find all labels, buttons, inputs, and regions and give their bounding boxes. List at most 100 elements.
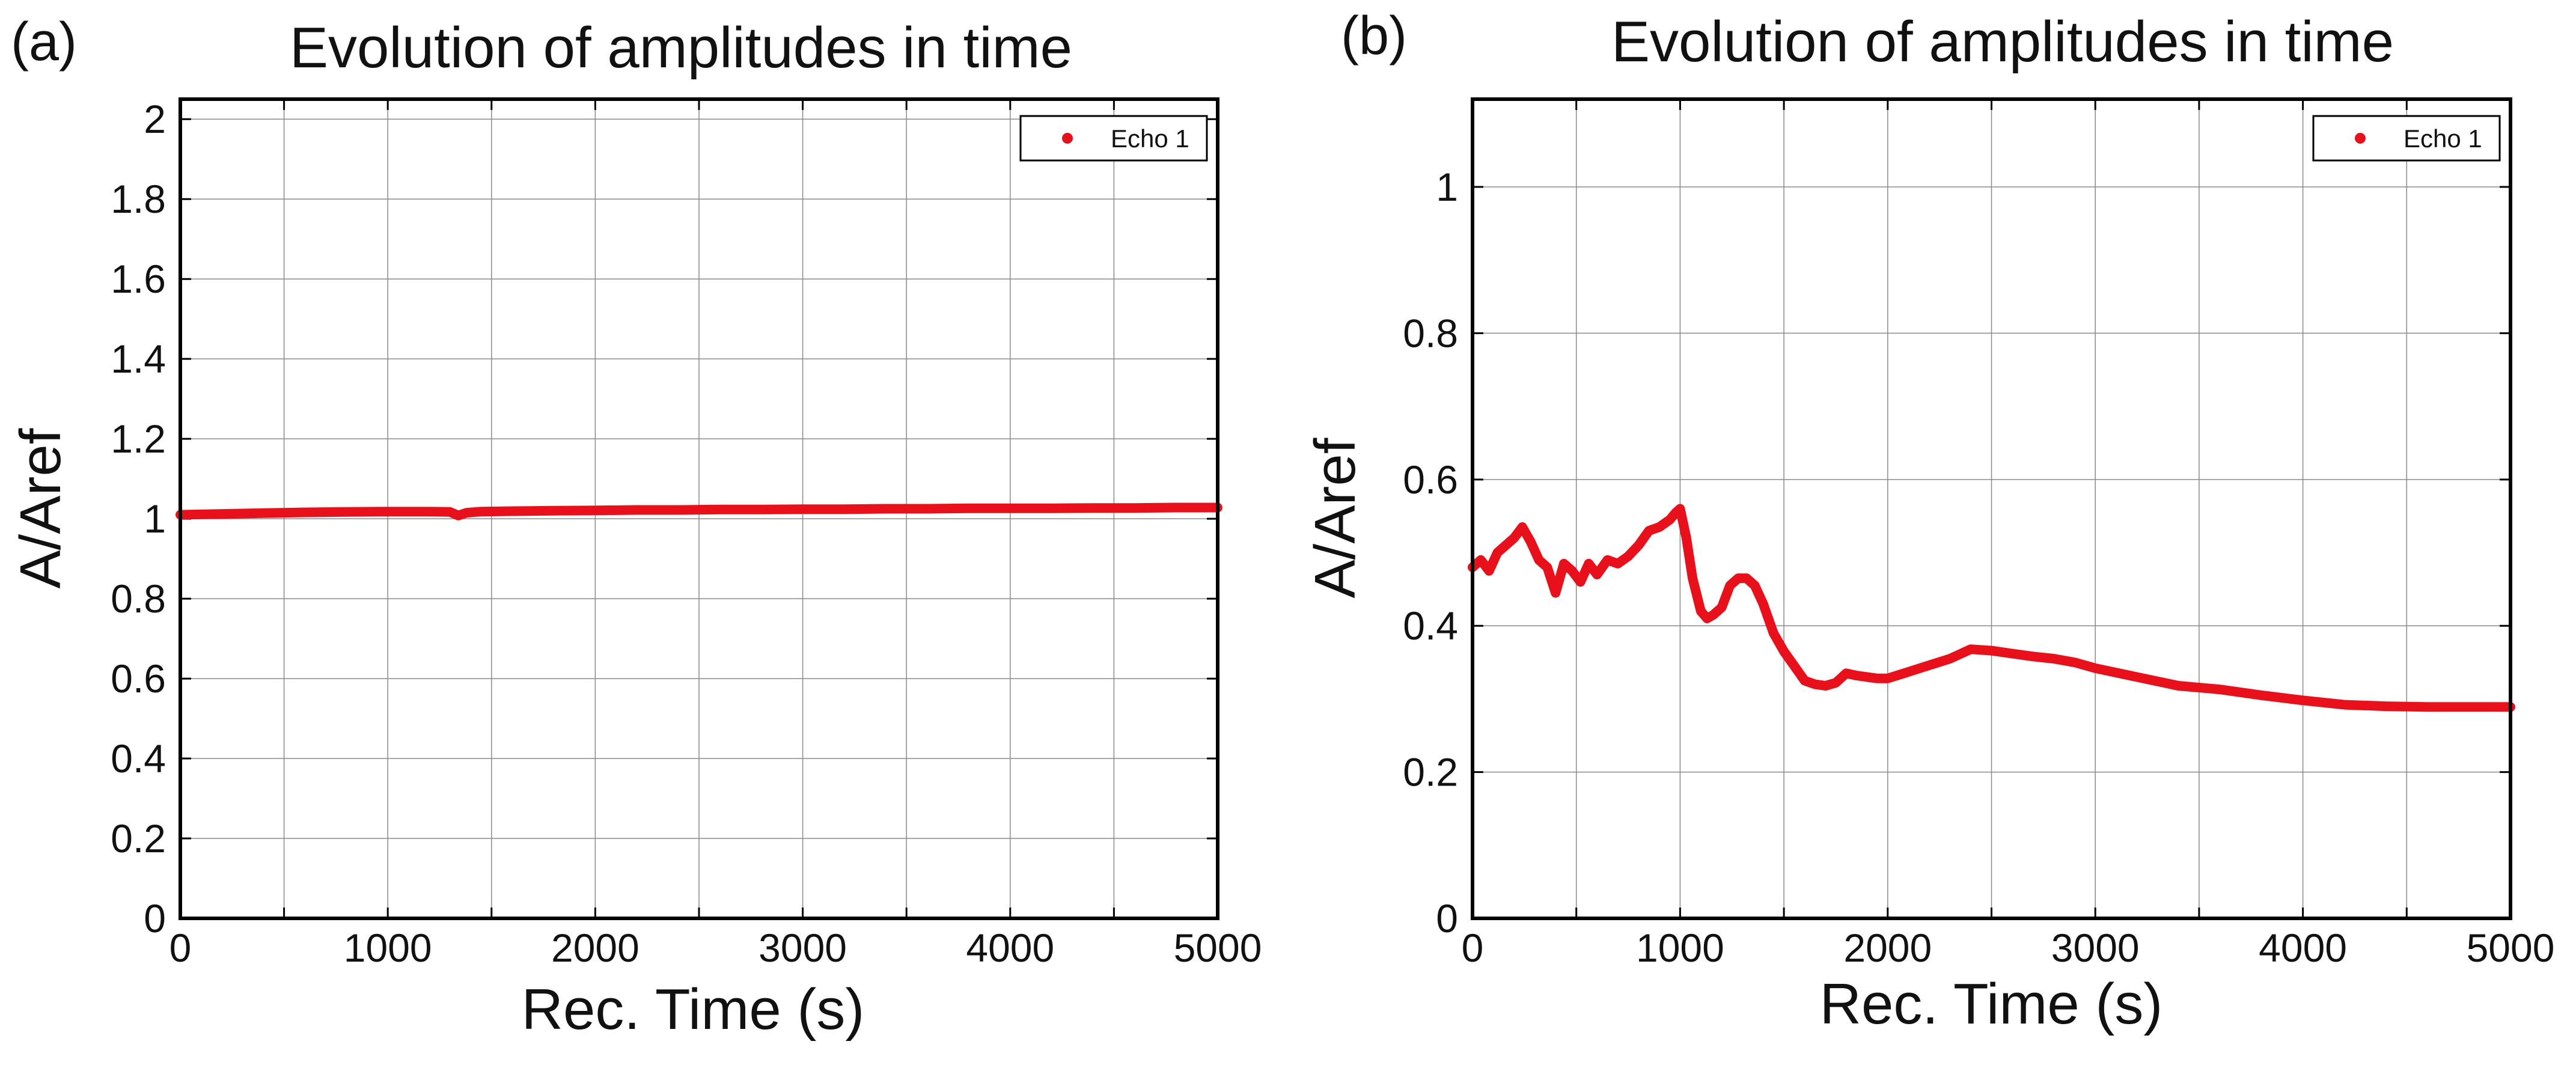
data-point xyxy=(757,505,765,513)
data-point xyxy=(1884,674,1891,682)
data-point xyxy=(591,507,599,514)
legend-box xyxy=(1019,115,1208,162)
y-tick-label: 0 xyxy=(1436,896,1458,941)
data-point xyxy=(1645,527,1653,535)
chart-a-svg: 0 1000 2000 3000 4000 5000 0 0.2 0.4 0.6 0.8 1 1.2 1.… xyxy=(8,12,1262,1042)
x-tick-label: 5000 xyxy=(1174,926,1262,970)
data-point xyxy=(1635,542,1643,549)
data-point xyxy=(1852,671,1860,679)
data-point xyxy=(1593,571,1601,579)
y-tick-label: 0.8 xyxy=(1403,311,1458,355)
data-point xyxy=(1172,504,1180,511)
x-tick-label: 4000 xyxy=(966,926,1054,970)
y-tick-label: 0 xyxy=(144,896,166,941)
y-tick-label: 0.2 xyxy=(1403,750,1458,795)
data-point xyxy=(2465,703,2473,711)
data-point xyxy=(2133,673,2141,681)
data-point xyxy=(1780,647,1788,655)
data-point xyxy=(1676,505,1684,513)
data-point xyxy=(1790,662,1798,670)
data-point xyxy=(1604,556,1611,564)
chart-title: Evolution of amplitudes in time xyxy=(290,16,1072,80)
chart-b-svg: 0 1000 2000 3000 4000 5000 0 0.2 0.4 0.6 0.8 1 (b) Ev… xyxy=(1303,6,2555,1036)
data-point xyxy=(2299,697,2307,704)
data-point xyxy=(2009,650,2016,658)
series-line-echo-1 xyxy=(175,502,1222,520)
data-point xyxy=(965,504,972,512)
data-point xyxy=(1946,655,1954,662)
data-point xyxy=(1485,567,1493,575)
data-point xyxy=(1543,563,1551,571)
data-point xyxy=(2216,686,2224,694)
data-point xyxy=(1967,645,1974,653)
data-point xyxy=(840,505,848,513)
data-point xyxy=(1726,582,1734,590)
data-point xyxy=(716,505,724,513)
data-point xyxy=(1689,575,1697,582)
legend-label-echo-1: Echo 1 xyxy=(1111,124,1189,153)
data-point xyxy=(2029,653,2037,661)
data-point xyxy=(1682,534,1690,542)
data-point xyxy=(508,507,516,515)
data-point xyxy=(1666,516,1674,523)
x-axis-label: Rec. Time (s) xyxy=(1820,972,2163,1036)
data-point xyxy=(1842,670,1850,677)
panel-label: (b) xyxy=(1341,6,1407,66)
data-point xyxy=(2092,664,2099,672)
y-tick-label: 0.8 xyxy=(111,576,166,621)
y-axis-label: A/Aref xyxy=(1303,438,1367,598)
x-tick-label: 0 xyxy=(1462,926,1484,970)
data-point xyxy=(1703,615,1711,623)
data-point xyxy=(218,510,226,518)
chart-panel-b: 0 1000 2000 3000 4000 5000 0 0.2 0.4 0.6 0.8 1 (b) Ev… xyxy=(1288,0,2576,1065)
data-point xyxy=(674,506,682,514)
data-point xyxy=(446,508,454,516)
data-point xyxy=(1131,504,1138,512)
data-point xyxy=(1535,556,1543,564)
legend-marker-echo-1 xyxy=(1062,133,1073,144)
data-point xyxy=(477,508,485,516)
data-point xyxy=(1625,552,1632,560)
x-tick-label: 1000 xyxy=(344,926,432,970)
data-point xyxy=(1863,673,1871,681)
data-point xyxy=(1873,674,1881,682)
data-point xyxy=(1832,679,1840,687)
x-tick-label: 4000 xyxy=(2259,926,2347,970)
data-point xyxy=(1655,523,1663,531)
data-point xyxy=(882,505,890,513)
panel-label: (a) xyxy=(11,12,77,72)
data-point xyxy=(1518,523,1526,531)
legend-box xyxy=(2312,115,2501,162)
legend-label-echo-1: Echo 1 xyxy=(2404,124,2482,153)
data-point xyxy=(1742,575,1750,582)
chart-panel-a: 0 1000 2000 3000 4000 5000 0 0.2 0.4 0.6 0.8 1 1.2 1.… xyxy=(8,12,1262,1042)
data-point xyxy=(1822,682,1830,690)
data-point xyxy=(1568,567,1576,575)
data-point xyxy=(1552,589,1560,597)
y-tick-label: 1.2 xyxy=(111,417,166,461)
x-axis-label: Rec. Time (s) xyxy=(522,977,865,1042)
y-tick-label: 1.4 xyxy=(111,337,166,381)
y-tick-label: 1 xyxy=(144,496,166,541)
data-point xyxy=(1494,549,1501,557)
data-point xyxy=(1735,575,1742,582)
data-point xyxy=(1006,504,1014,512)
data-point xyxy=(1048,504,1055,512)
data-point xyxy=(1769,629,1777,637)
x-tick-label: 5000 xyxy=(2467,926,2555,970)
y-tick-label: 1.6 xyxy=(111,257,166,301)
data-point xyxy=(426,508,433,516)
data-point xyxy=(2071,659,2078,667)
data-point xyxy=(1925,661,1933,669)
x-tick-label: 2000 xyxy=(1843,926,1932,970)
data-point xyxy=(384,508,392,516)
chart-title: Evolution of amplitudes in time xyxy=(1611,10,2394,74)
data-point xyxy=(1477,556,1485,564)
data-point xyxy=(1089,504,1097,512)
y-tick-label: 0.2 xyxy=(111,816,166,861)
x-tick-label: 3000 xyxy=(2051,926,2140,970)
data-point xyxy=(1751,582,1759,590)
y-tick-label: 0.6 xyxy=(111,656,166,701)
y-tick-label: 0.4 xyxy=(111,736,166,781)
data-point xyxy=(799,505,807,513)
